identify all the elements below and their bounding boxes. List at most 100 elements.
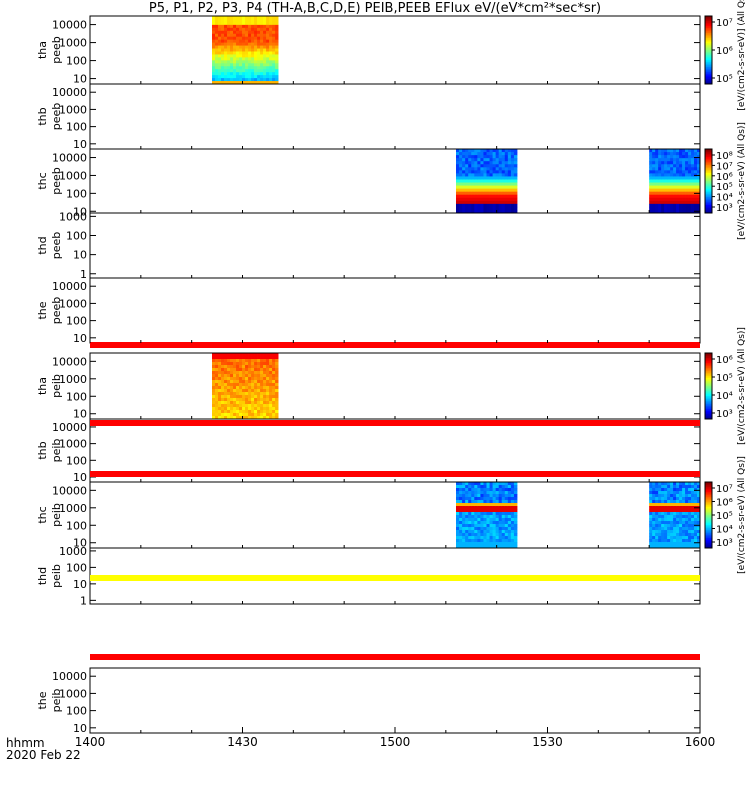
panel-frame	[89, 277, 701, 344]
x-tick-label: 1400	[75, 735, 106, 749]
y-tick-label: 10	[73, 471, 87, 484]
y-tick-label: 10000	[52, 19, 87, 32]
colorbar-tick-label: 10⁵	[716, 182, 733, 193]
colorbar-label: [eV/(cm2-s-sr-eV) (All Qs)]	[737, 122, 747, 240]
spectrogram-block	[456, 482, 518, 549]
y-tick-label: 10000	[52, 280, 87, 293]
y-axis-label: thc	[36, 506, 49, 523]
colorbar-label: [eV/(cm2-s-sr-eV)] (All Qs)]	[737, 0, 747, 111]
x-axis-label: hhmm	[6, 736, 45, 750]
x-tick-label: 1430	[227, 735, 258, 749]
colorbar-frame	[704, 352, 713, 420]
colorbar-tick-label: 10⁵	[716, 74, 733, 85]
status-bar	[90, 654, 700, 660]
y-axis-label: peib	[50, 503, 63, 527]
y-axis-label: thc	[36, 172, 49, 189]
panel-frame	[89, 352, 701, 420]
y-tick-label: 100	[66, 121, 87, 134]
y-tick-label: 10	[73, 408, 87, 421]
panel-tha-peib: 10000 1000 100 10 tha peib	[36, 352, 701, 421]
chart-title: P5, P1, P2, P3, P4 (TH-A,B,C,D,E) PEIB,P…	[148, 1, 602, 16]
y-tick-label: 100	[66, 315, 87, 328]
colorbar-label: [eV/(cm2-s-sr-eV) (All Qs)]	[737, 456, 747, 574]
colorbar-tick-label: 10⁷	[716, 161, 733, 172]
y-tick-label: 100	[66, 519, 87, 532]
panel-thb-peib: 10000 1000 100 10 thb peib	[36, 418, 701, 484]
spectrogram-block	[212, 353, 279, 420]
x-axis-date: 2020 Feb 22	[6, 748, 81, 762]
y-tick-label: 1000	[59, 210, 87, 223]
y-tick-label: 10	[73, 138, 87, 151]
y-tick-label: 10	[73, 249, 87, 262]
y-tick-label: 100	[66, 55, 87, 68]
panel-thd-peeb: 1000 100 10 1 thd peeb	[36, 210, 701, 281]
panel-thc-peeb: 10000 1000 100 10 thc peeb	[36, 148, 701, 218]
y-tick-label: 1	[80, 594, 87, 607]
colorbar: 10⁶ 10⁵ 10⁴ 10³ [eV/(cm2-s-sr-eV) (All Qs)]	[704, 327, 747, 445]
y-axis-label: peib	[50, 439, 63, 463]
y-tick-label: 1000	[59, 545, 87, 558]
y-axis-label: peib	[50, 374, 63, 398]
colorbar-tick-label: 10⁸	[716, 151, 733, 162]
y-tick-label: 10	[73, 722, 87, 735]
panel-frame	[89, 148, 701, 214]
y-axis-label: thb	[36, 107, 49, 125]
colorbar-tick-label: 10⁶	[716, 498, 733, 509]
y-axis-label: thb	[36, 441, 49, 459]
y-tick-label: 10000	[52, 484, 87, 497]
y-tick-label: 10	[73, 73, 87, 86]
y-axis-label: peib	[50, 689, 63, 713]
y-tick-label: 10000	[52, 670, 87, 683]
y-tick-label: 1000	[59, 438, 87, 451]
colorbar-tick-label: 10³	[716, 538, 733, 549]
y-axis-label: peeb	[50, 167, 63, 195]
spectrogram-block	[212, 16, 279, 85]
panel-frame	[89, 667, 701, 734]
y-tick-label: 100	[66, 229, 87, 242]
spectrogram-block	[649, 149, 701, 214]
y-axis-label: tha	[36, 377, 49, 395]
y-tick-label: 10	[73, 578, 87, 591]
colorbar-tick-label: 10⁴	[716, 193, 733, 204]
y-tick-label: 10000	[52, 355, 87, 368]
y-tick-label: 1000	[59, 37, 87, 50]
y-tick-label: 100	[66, 454, 87, 467]
y-tick-label: 100	[66, 390, 87, 403]
x-tick-label: 1500	[380, 735, 411, 749]
y-tick-label: 1	[80, 268, 87, 281]
colorbar-frame	[704, 148, 713, 214]
y-axis-label: thd	[36, 567, 49, 585]
panel-frame	[89, 83, 701, 150]
y-tick-label: 10	[73, 537, 87, 550]
y-axis-label: peib	[50, 564, 63, 588]
y-tick-label: 1000	[59, 103, 87, 116]
colorbar-tick-label: 10⁴	[716, 525, 733, 536]
y-axis-label: thd	[36, 236, 49, 254]
status-bar	[90, 575, 700, 581]
y-tick-label: 1000	[59, 502, 87, 515]
spectrogram-block	[649, 482, 701, 549]
y-tick-label: 100	[66, 561, 87, 574]
panel-the-peeb: 10000 1000 100 10 the peeb	[36, 277, 701, 345]
y-tick-label: 10000	[52, 86, 87, 99]
panel-frame	[89, 212, 701, 279]
colorbar-tick-label: 10³	[716, 409, 733, 420]
y-axis-label: peeb	[50, 36, 63, 64]
y-tick-label: 10000	[52, 152, 87, 165]
panel-tha-peeb: 10000 1000 100 10 tha peeb	[36, 15, 701, 86]
colorbar-tick-label: 10⁵	[716, 511, 733, 522]
panel-frame	[89, 15, 701, 85]
colorbar-tick-label: 10⁷	[716, 484, 733, 495]
y-axis-label: the	[36, 301, 49, 319]
y-axis-label: peeb	[50, 232, 63, 260]
y-tick-label: 10	[73, 332, 87, 345]
colorbar-tick-label: 10⁴	[716, 391, 733, 402]
y-tick-label: 1000	[59, 687, 87, 700]
colorbar-tick-label: 10⁷	[716, 18, 733, 29]
x-tick-label: 1600	[685, 735, 716, 749]
panel-the-peib: 10000 1000 100 10 the peib	[36, 667, 701, 735]
colorbar: 10⁷ 10⁶ 10⁵ 10⁴ 10³ [eV/(cm2-s-sr-eV) (All Qs…	[704, 456, 747, 574]
spectrogram-block	[456, 149, 518, 214]
